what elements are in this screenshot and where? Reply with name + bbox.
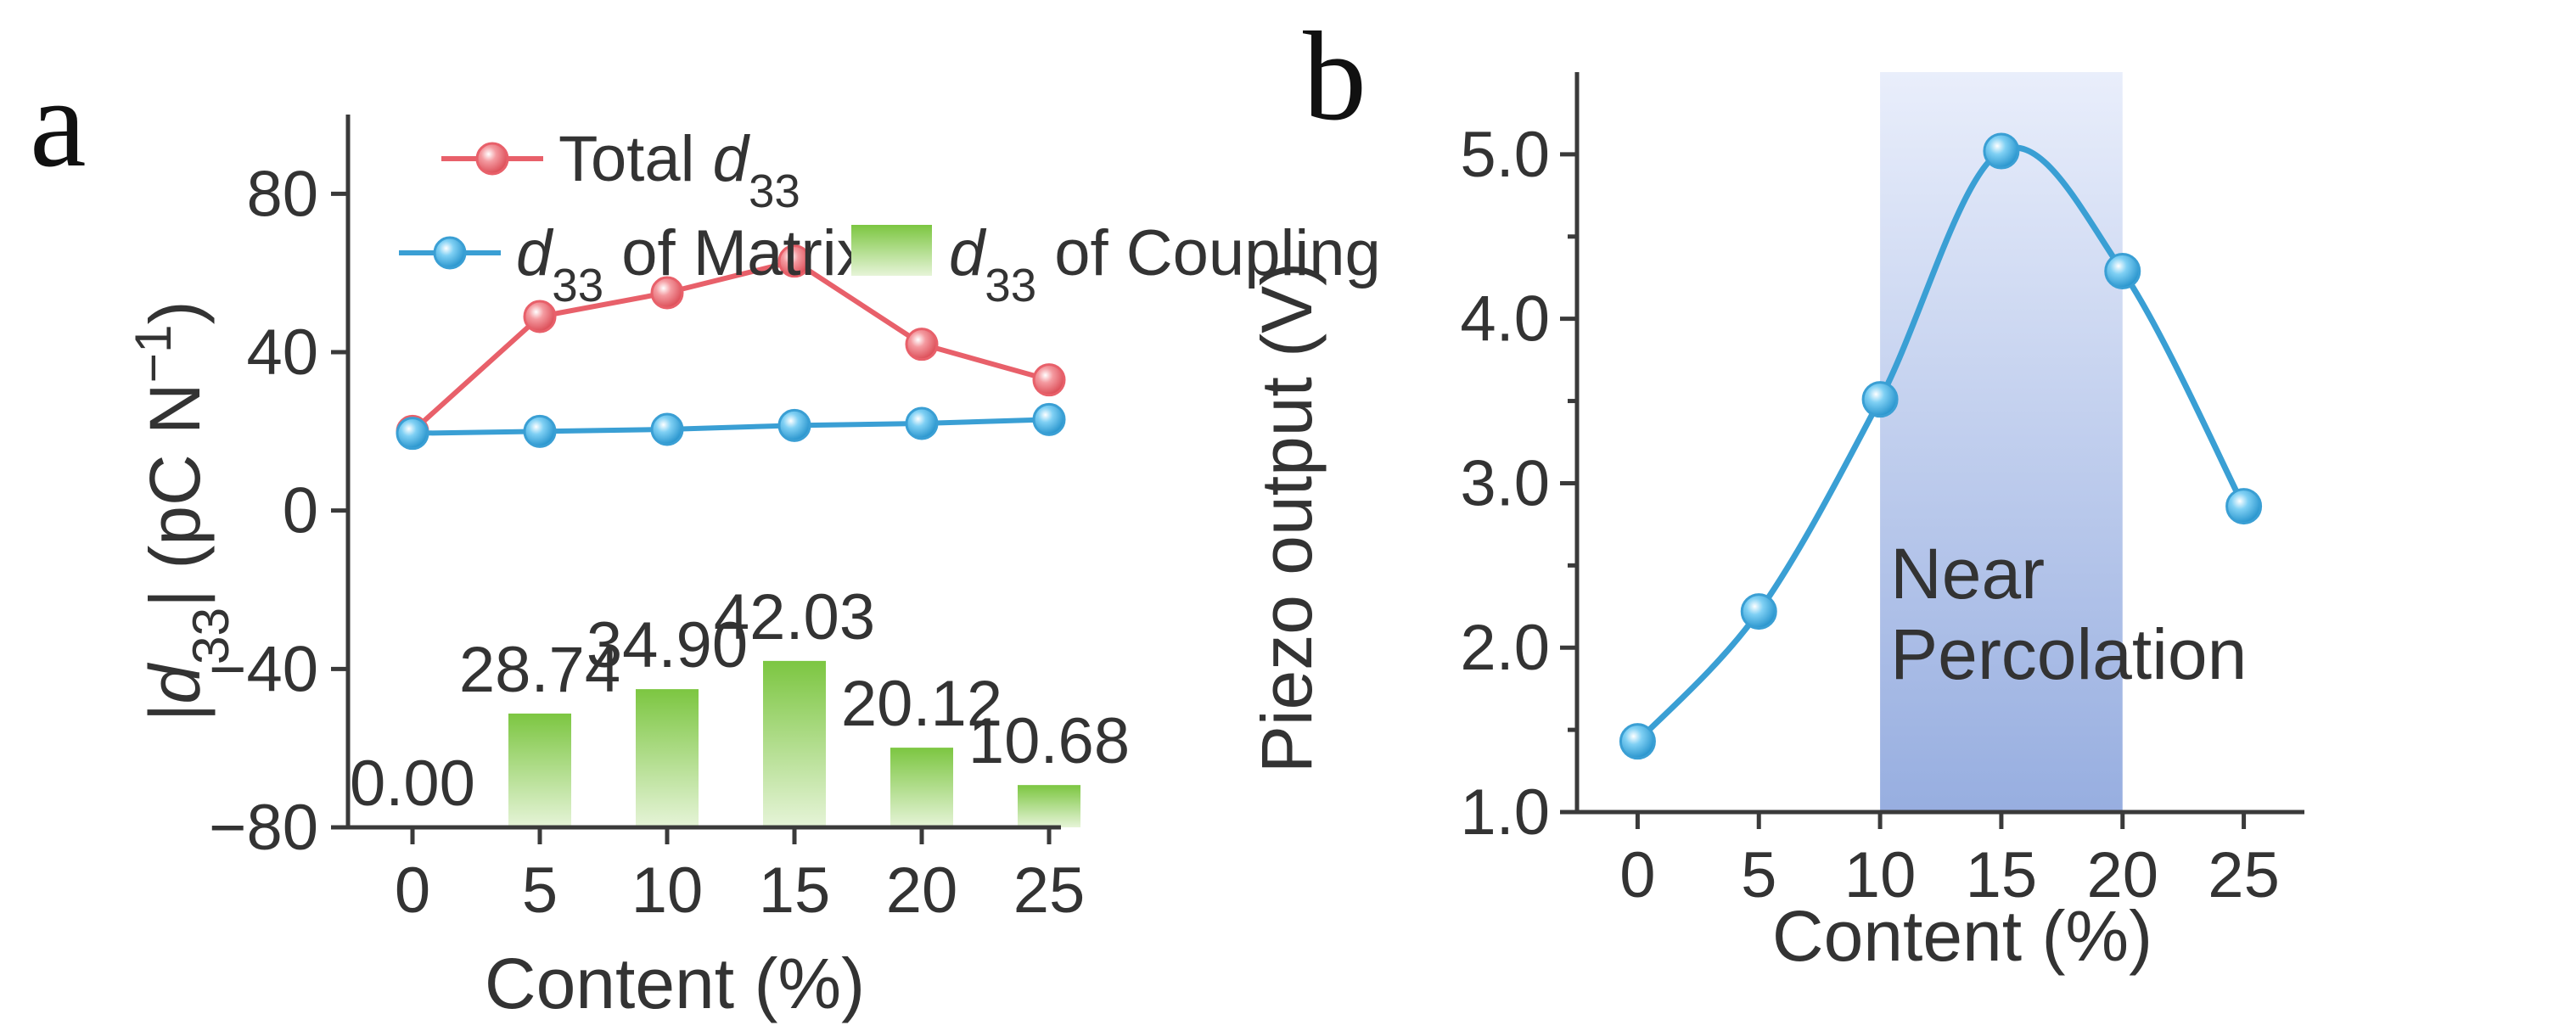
a-legend-total-marker [475,142,509,176]
a-bar-value-label: 10.68 [968,705,1130,777]
a-legend-matrix-label: d33 of Matrix [516,217,869,311]
a-lines-group [396,244,1066,451]
a-bar-value-label: 34.90 [586,609,748,681]
a-x-tick-label: 5 [522,854,558,927]
a-x-tick-label: 15 [759,854,831,927]
a-x-tick-label: 20 [886,854,958,927]
b-output-point [1740,593,1777,630]
a-coupling-bar [763,660,826,827]
b-x-tick-label: 20 [2086,839,2158,911]
b-percolation-label: Percolation [1890,614,2247,694]
a-coupling-bar [636,689,699,827]
a-matrix-point [905,406,939,440]
a-x-tick-label: 25 [1013,854,1086,927]
a-total-point [905,328,939,361]
b-output-point [1861,381,1899,418]
b-output-point [1983,132,2020,170]
panel-a-letter: a [30,53,87,193]
b-y-tick-label: 5.0 [1460,119,1550,191]
b-output-point [1619,723,1656,760]
b-percolation-label: Near [1890,534,2045,614]
a-coupling-bar [890,748,953,827]
a-x-axis-title: Content (%) [485,944,865,1023]
a-total-line [410,258,1050,434]
panel-b-letter: b [1303,6,1367,147]
a-coupling-bar [508,713,571,827]
b-percolation-band [1880,72,2123,812]
a-y-tick-label: 80 [246,158,318,230]
a-y-tick-label: 40 [246,317,318,389]
b-y-tick-label: 1.0 [1460,776,1550,849]
a-total-point [650,276,684,310]
b-x-axis-title: Content (%) [1772,896,2152,976]
b-x-tick-label: 10 [1844,839,1917,911]
a-x-tick-label: 0 [395,854,430,927]
a-matrix-point [523,414,557,448]
a-y-tick-label: 0 [283,475,318,547]
a-bar-value-label: 0.00 [350,748,475,820]
a-matrix-point [777,408,811,442]
b-x-tick-label: 25 [2208,839,2280,911]
a-total-point [1032,363,1066,397]
b-output-point [2104,252,2141,289]
a-y-tick-label: −80 [209,792,318,864]
a-matrix-line [412,417,1050,436]
a-matrix-point [396,417,429,451]
a-y-axis-title: |d33| (pC N−1) [124,300,239,722]
a-total-point [777,244,811,278]
a-legend-coupling-swatch [851,225,932,276]
a-legend-matrix-marker [433,236,467,270]
b-x-tick-label: 5 [1741,839,1776,911]
a-bar-value-label: 20.12 [841,668,1002,740]
b-output-point [2225,488,2263,525]
a-y-tick-label: −40 [209,633,318,705]
b-lines-group [1619,132,2263,760]
a-bar-value-label: 28.74 [459,634,620,706]
b-x-tick-label: 0 [1619,839,1655,911]
a-bar-value-label: 42.03 [714,581,875,653]
a-matrix-point [650,412,684,446]
a-total-point [523,300,557,333]
b-y-tick-label: 3.0 [1460,447,1550,519]
a-legend-coupling-label: d33 of Coupling [949,217,1381,311]
a-coupling-bar [1018,785,1080,827]
b-y-tick-label: 2.0 [1460,612,1550,684]
a-legend-total-label: Total d33 [558,123,800,217]
a-x-tick-label: 10 [631,854,704,927]
b-axes: 1.0 2.0 3.0 4.0 5.0 0 5 10 15 20 25 [1460,72,2304,911]
a-axes: −80 −40 0 40 80 0 5 10 15 20 25 [209,115,1085,927]
b-x-tick-label: 15 [1966,839,2038,911]
b-y-tick-label: 4.0 [1460,283,1550,356]
b-y-axis-title: Piezo output (V) [1247,262,1327,773]
a-matrix-point [1032,402,1066,436]
